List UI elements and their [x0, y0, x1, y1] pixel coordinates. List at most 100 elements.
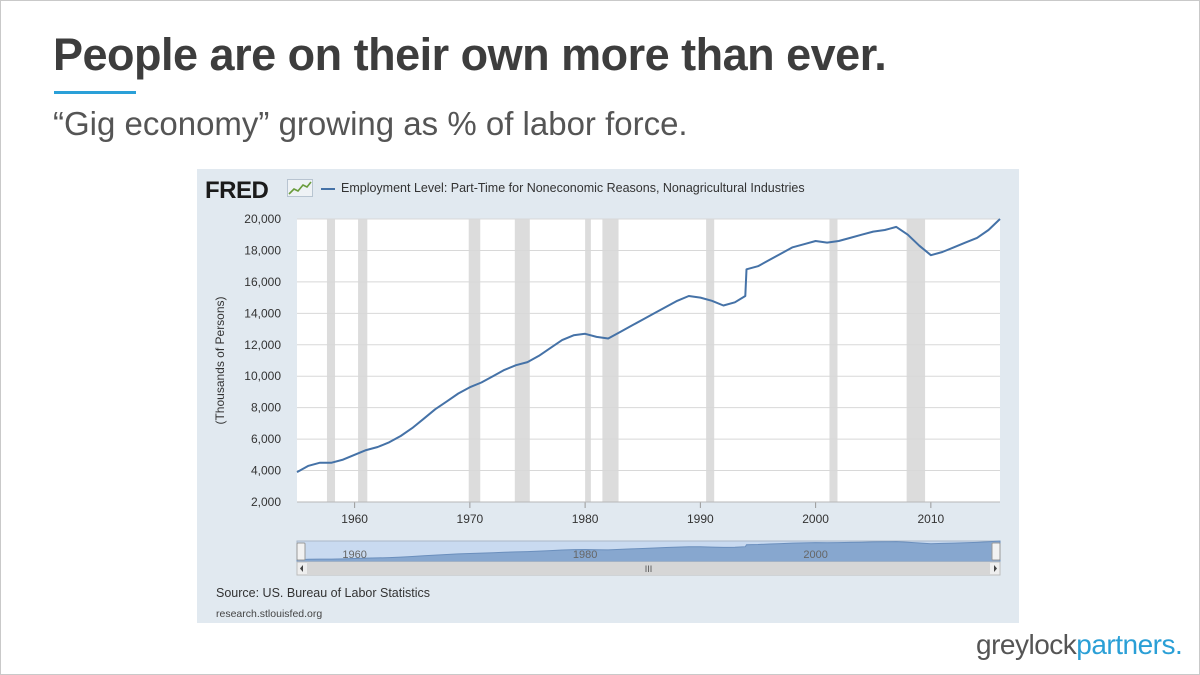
data-point[interactable]: [894, 224, 899, 229]
data-point[interactable]: [571, 333, 576, 338]
data-point[interactable]: [732, 300, 737, 305]
data-point[interactable]: [940, 250, 945, 255]
y-tick-label: 8,000: [251, 401, 281, 415]
data-point[interactable]: [479, 380, 484, 385]
data-point[interactable]: [341, 457, 346, 462]
data-point[interactable]: [928, 253, 933, 258]
data-point[interactable]: [743, 294, 748, 299]
fred-chart-panel: 2,000 4,000 6,000 8,000 10,000 12,000 14,000 16…: [197, 169, 1019, 623]
data-point[interactable]: [364, 448, 369, 453]
y-tick-label: 12,000: [244, 338, 281, 352]
data-point[interactable]: [721, 303, 726, 308]
y-tick-label: 10,000: [244, 369, 281, 383]
recession-band: [468, 219, 481, 502]
data-point[interactable]: [548, 345, 553, 350]
data-point[interactable]: [652, 311, 657, 316]
navigator-label: 2000: [803, 549, 827, 561]
data-point[interactable]: [525, 360, 530, 365]
data-point[interactable]: [675, 298, 680, 303]
data-point[interactable]: [629, 323, 634, 328]
y-tick-label: 6,000: [251, 432, 281, 446]
data-point[interactable]: [686, 294, 691, 299]
data-point[interactable]: [467, 385, 472, 390]
data-point[interactable]: [917, 243, 922, 248]
title-underline: [54, 91, 136, 94]
data-point[interactable]: [502, 367, 507, 372]
data-point[interactable]: [767, 257, 772, 262]
navigator-left-handle[interactable]: [296, 542, 306, 561]
data-point[interactable]: [755, 264, 760, 269]
navigator-right-handle[interactable]: [991, 542, 1001, 561]
navigator-label: 1960: [342, 549, 366, 561]
data-point[interactable]: [951, 245, 956, 250]
recession-band: [706, 219, 715, 502]
data-point[interactable]: [352, 452, 357, 457]
data-point[interactable]: [640, 317, 645, 322]
data-point[interactable]: [825, 240, 830, 245]
data-point[interactable]: [421, 416, 426, 421]
data-point[interactable]: [295, 470, 300, 475]
data-point[interactable]: [709, 298, 714, 303]
data-point[interactable]: [859, 232, 864, 237]
scrollbar-thumb[interactable]: [307, 563, 990, 574]
y-axis-label: (Thousands of Persons): [213, 296, 227, 424]
data-point[interactable]: [871, 229, 876, 234]
data-point[interactable]: [848, 235, 853, 240]
data-point[interactable]: [583, 331, 588, 336]
data-point[interactable]: [513, 363, 518, 368]
scroll-left-arrow-icon[interactable]: [300, 565, 303, 572]
data-point[interactable]: [779, 251, 784, 256]
recession-band: [829, 219, 838, 502]
scroll-right-arrow-icon[interactable]: [994, 565, 997, 572]
series-line[interactable]: [296, 218, 1001, 473]
data-point[interactable]: [744, 267, 749, 272]
source-note: Source: US. Bureau of Labor Statistics: [216, 586, 430, 600]
data-point[interactable]: [882, 228, 887, 233]
data-point[interactable]: [537, 353, 542, 358]
brand-prefix: greylock: [976, 629, 1077, 660]
chart-legend[interactable]: Employment Level: Part-Time for Nonecono…: [321, 181, 805, 195]
brand-logo: greylockpartners.: [976, 629, 1183, 661]
recession-band: [326, 219, 336, 502]
data-point[interactable]: [998, 217, 1003, 222]
data-point[interactable]: [986, 228, 991, 233]
legend-series-label: Employment Level: Part-Time for Nonecono…: [341, 181, 805, 195]
data-point[interactable]: [490, 374, 495, 379]
trend-chart-icon: [287, 179, 313, 197]
y-tick-label: 18,000: [244, 243, 281, 257]
data-point[interactable]: [456, 391, 461, 396]
data-point[interactable]: [387, 440, 392, 445]
data-point[interactable]: [963, 240, 968, 245]
recession-band: [602, 219, 619, 502]
recession-band: [514, 219, 530, 502]
x-tick-label: 1970: [457, 512, 484, 526]
data-point[interactable]: [663, 305, 668, 310]
navigator-label: 1980: [573, 549, 597, 561]
slide-subtitle: “Gig economy” growing as % of labor forc…: [53, 105, 688, 142]
data-point[interactable]: [974, 235, 979, 240]
x-tick-label: 1990: [687, 512, 714, 526]
data-point[interactable]: [698, 295, 703, 300]
data-point[interactable]: [375, 444, 380, 449]
data-point[interactable]: [594, 334, 599, 339]
data-point[interactable]: [905, 232, 910, 237]
x-tick-label: 1960: [341, 512, 368, 526]
data-point[interactable]: [433, 407, 438, 412]
data-point[interactable]: [560, 338, 565, 343]
data-point[interactable]: [802, 242, 807, 247]
data-point[interactable]: [836, 239, 841, 244]
y-tick-label: 20,000: [244, 212, 281, 226]
data-point[interactable]: [410, 426, 415, 431]
source-site[interactable]: research.stlouisfed.org: [216, 608, 323, 620]
y-tick-label: 2,000: [251, 495, 281, 509]
data-point[interactable]: [318, 460, 323, 465]
fred-logo[interactable]: FRED: [205, 177, 269, 204]
data-point[interactable]: [444, 399, 449, 404]
data-point[interactable]: [398, 433, 403, 438]
data-point[interactable]: [790, 245, 795, 250]
data-point[interactable]: [617, 330, 622, 335]
data-point[interactable]: [329, 460, 334, 465]
data-point[interactable]: [813, 239, 818, 244]
data-point[interactable]: [606, 336, 611, 341]
data-point[interactable]: [306, 463, 311, 468]
